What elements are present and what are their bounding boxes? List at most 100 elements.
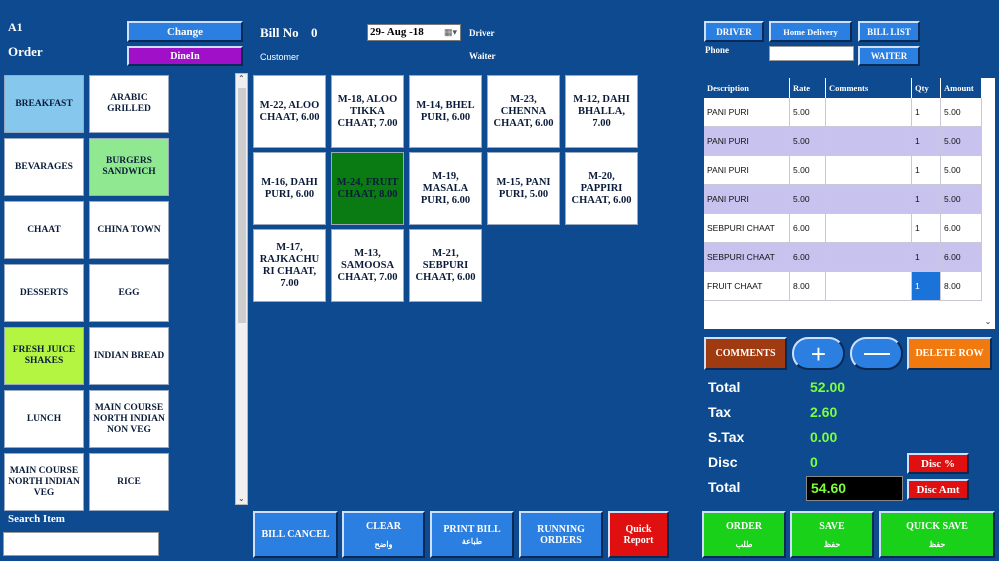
table-cell-comments[interactable] xyxy=(826,98,912,127)
phone-input[interactable] xyxy=(769,46,854,61)
category-button[interactable]: BREAKFAST xyxy=(4,75,84,133)
delete-row-button[interactable]: DELETE ROW xyxy=(907,337,992,370)
order-label-arabic: طلب xyxy=(735,539,753,549)
running-orders-button[interactable]: RUNNING ORDERS xyxy=(519,511,603,558)
quick-save-button[interactable]: QUICK SAVE حفظ xyxy=(879,511,995,558)
table-cell-amount[interactable]: 5.00 xyxy=(941,98,982,127)
menu-item-button[interactable]: M-18, ALOO TIKKA CHAAT, 7.00 xyxy=(331,75,404,148)
table-row[interactable]: PANI PURI 5.00 1 5.00 xyxy=(704,185,982,214)
table-cell-qty[interactable]: 1 xyxy=(912,214,941,243)
menu-item-button[interactable]: M-16, DAHI PURI, 6.00 xyxy=(253,152,326,225)
table-cell-rate[interactable]: 8.00 xyxy=(790,272,826,301)
table-row[interactable]: PANI PURI 5.00 1 5.00 xyxy=(704,156,982,185)
menu-item-button[interactable]: M-22, ALOO CHAAT, 6.00 xyxy=(253,75,326,148)
table-cell-comments[interactable] xyxy=(826,214,912,243)
table-cell-comments[interactable] xyxy=(826,127,912,156)
bill-list-button[interactable]: BILL LIST xyxy=(858,21,920,42)
table-cell-qty[interactable]: 1 xyxy=(912,243,941,272)
print-bill-button[interactable]: PRINT BILL طباعة xyxy=(430,511,514,558)
menu-item-button[interactable]: M-23, CHENNA CHAAT, 6.00 xyxy=(487,75,560,148)
table-cell-rate[interactable]: 5.00 xyxy=(790,156,826,185)
search-input[interactable] xyxy=(3,532,159,556)
table-cell-amount[interactable]: 6.00 xyxy=(941,243,982,272)
scroll-up-icon[interactable]: ⌃ xyxy=(238,74,245,83)
table-cell-desc[interactable]: SEBPURI CHAAT xyxy=(704,214,790,243)
category-button[interactable]: CHAAT xyxy=(4,201,84,259)
table-cell-amount[interactable]: 8.00 xyxy=(941,272,982,301)
menu-item-button[interactable]: M-21, SEBPURI CHAAT, 6.00 xyxy=(409,229,482,302)
menu-item-button[interactable]: M-24, FRUIT CHAAT, 8.00 xyxy=(331,152,404,225)
order-button[interactable]: ORDER طلب xyxy=(702,511,786,558)
subtract-qty-button[interactable] xyxy=(850,337,903,370)
menu-item-button[interactable]: M-12, DAHI BHALLA, 7.00 xyxy=(565,75,638,148)
table-cell-desc[interactable]: PANI PURI xyxy=(704,185,790,214)
table-cell-desc[interactable]: PANI PURI xyxy=(704,98,790,127)
category-button[interactable]: ARABIC GRILLED xyxy=(89,75,169,133)
table-cell-amount[interactable]: 5.00 xyxy=(941,185,982,214)
comments-button[interactable]: COMMENTS xyxy=(704,337,787,370)
table-cell-desc[interactable]: PANI PURI xyxy=(704,156,790,185)
clear-button[interactable]: CLEAR واضح xyxy=(342,511,425,558)
table-scroll-down-icon[interactable]: ⌄ xyxy=(984,317,992,326)
table-row[interactable]: SEBPURI CHAAT 6.00 1 6.00 xyxy=(704,214,982,243)
date-picker[interactable]: 29- Aug -18 ▦▾ xyxy=(367,24,461,41)
category-button[interactable]: BEVARAGES xyxy=(4,138,84,196)
menu-item-button[interactable]: M-13, SAMOOSA CHAAT, 7.00 xyxy=(331,229,404,302)
menu-item-button[interactable]: M-15, PANI PURI, 5.00 xyxy=(487,152,560,225)
table-cell-desc[interactable]: FRUIT CHAAT xyxy=(704,272,790,301)
waiter-button[interactable]: WAITER xyxy=(858,46,920,66)
bill-cancel-button[interactable]: BILL CANCEL xyxy=(253,511,338,558)
calendar-dropdown-icon[interactable]: ▦▾ xyxy=(444,27,458,37)
category-button[interactable]: MAIN COURSE NORTH INDIAN NON VEG xyxy=(89,390,169,448)
category-button[interactable]: LUNCH xyxy=(4,390,84,448)
menu-item-button[interactable]: M-19, MASALA PURI, 6.00 xyxy=(409,152,482,225)
table-cell-qty[interactable]: 1 xyxy=(912,272,941,301)
table-cell-rate[interactable]: 6.00 xyxy=(790,243,826,272)
table-cell-rate[interactable]: 6.00 xyxy=(790,214,826,243)
table-row[interactable]: PANI PURI 5.00 1 5.00 xyxy=(704,127,982,156)
grand-total-value: 54.60 xyxy=(811,480,847,496)
category-scrollbar[interactable]: ⌃ ⌄ xyxy=(235,73,248,505)
category-button[interactable]: BURGERS SANDWICH xyxy=(89,138,169,196)
table-row[interactable]: SEBPURI CHAAT 6.00 1 6.00 xyxy=(704,243,982,272)
table-cell-comments[interactable] xyxy=(826,185,912,214)
table-cell-comments[interactable] xyxy=(826,156,912,185)
change-button[interactable]: Change xyxy=(127,21,243,42)
table-cell-amount[interactable]: 5.00 xyxy=(941,127,982,156)
table-cell-qty[interactable]: 1 xyxy=(912,185,941,214)
table-cell-qty[interactable]: 1 xyxy=(912,127,941,156)
table-cell-desc[interactable]: PANI PURI xyxy=(704,127,790,156)
home-delivery-button[interactable]: Home Delivery xyxy=(769,21,852,42)
table-cell-amount[interactable]: 5.00 xyxy=(941,156,982,185)
table-cell-desc[interactable]: SEBPURI CHAAT xyxy=(704,243,790,272)
table-row[interactable]: PANI PURI 5.00 1 5.00 xyxy=(704,98,982,127)
category-button[interactable]: MAIN COURSE NORTH INDIAN VEG xyxy=(4,453,84,511)
category-button[interactable]: INDIAN BREAD xyxy=(89,327,169,385)
category-button[interactable]: EGG xyxy=(89,264,169,322)
table-cell-rate[interactable]: 5.00 xyxy=(790,98,826,127)
save-button[interactable]: SAVE حفظ xyxy=(790,511,874,558)
driver-button[interactable]: DRIVER xyxy=(704,21,764,42)
table-row[interactable]: FRUIT CHAAT 8.00 1 8.00 xyxy=(704,272,982,301)
category-button[interactable]: DESSERTS xyxy=(4,264,84,322)
table-cell-qty[interactable]: 1 xyxy=(912,156,941,185)
menu-item-button[interactable]: M-14, BHEL PURI, 6.00 xyxy=(409,75,482,148)
table-cell-comments[interactable] xyxy=(826,272,912,301)
table-cell-rate[interactable]: 5.00 xyxy=(790,185,826,214)
scroll-thumb[interactable] xyxy=(238,88,246,323)
category-button[interactable]: FRESH JUICE SHAKES xyxy=(4,327,84,385)
disc-percent-button[interactable]: Disc % xyxy=(907,453,969,474)
table-cell-comments[interactable] xyxy=(826,243,912,272)
table-cell-amount[interactable]: 6.00 xyxy=(941,214,982,243)
add-qty-button[interactable]: + xyxy=(792,337,845,370)
quick-report-button[interactable]: Quick Report xyxy=(608,511,669,558)
scroll-down-icon[interactable]: ⌄ xyxy=(238,494,245,503)
category-button[interactable]: CHINA TOWN xyxy=(89,201,169,259)
dinein-button[interactable]: DineIn xyxy=(127,46,243,66)
category-button[interactable]: RICE xyxy=(89,453,169,511)
menu-item-button[interactable]: M-17, RAJKACHU RI CHAAT, 7.00 xyxy=(253,229,326,302)
table-cell-qty[interactable]: 1 xyxy=(912,98,941,127)
menu-item-button[interactable]: M-20, PAPPIRI CHAAT, 6.00 xyxy=(565,152,638,225)
disc-amount-button[interactable]: Disc Amt xyxy=(907,479,969,500)
table-cell-rate[interactable]: 5.00 xyxy=(790,127,826,156)
